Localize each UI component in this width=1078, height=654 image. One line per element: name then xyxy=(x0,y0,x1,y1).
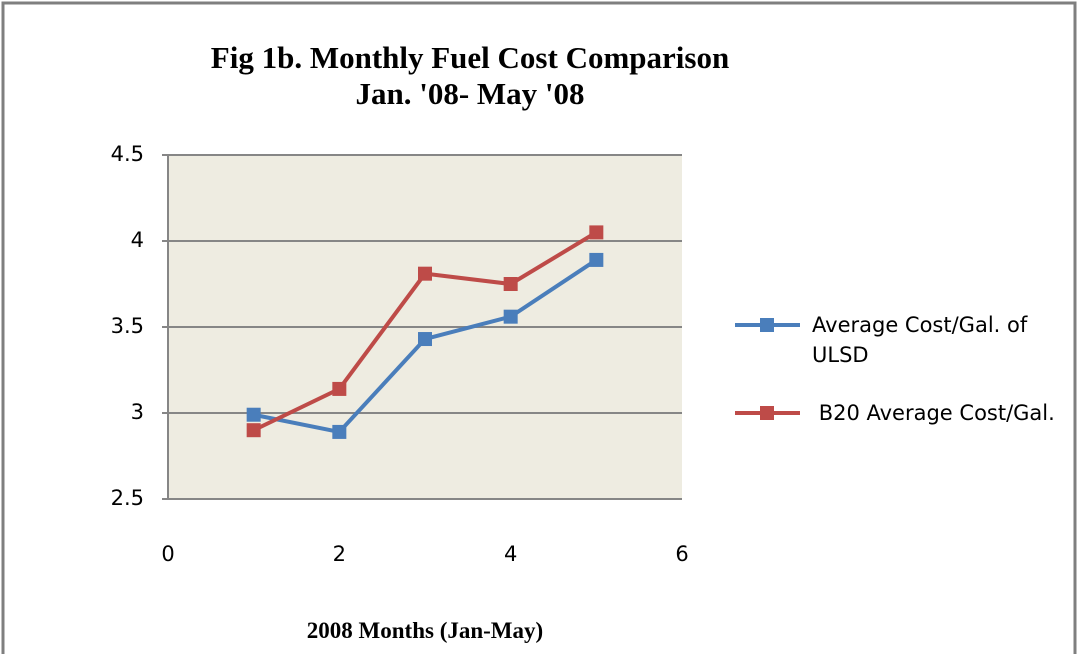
chart-title: Fig 1b. Monthly Fuel Cost Comparison Jan… xyxy=(210,40,730,111)
data-point xyxy=(503,309,518,324)
data-point xyxy=(332,381,347,396)
legend-marker xyxy=(760,406,774,420)
legend-marker xyxy=(760,318,774,332)
data-point xyxy=(332,424,347,439)
data-point xyxy=(246,407,261,422)
data-point xyxy=(418,332,432,347)
data-point xyxy=(503,277,518,291)
y-tick-label: 4 xyxy=(131,228,144,252)
x-axis-label: 2008 Months (Jan-May) xyxy=(306,618,544,643)
x-tick-label: 2 xyxy=(333,542,346,566)
x-tick-label: 0 xyxy=(161,542,174,566)
data-point xyxy=(589,252,604,267)
data-point xyxy=(418,266,432,281)
data-point xyxy=(589,225,604,240)
y-tick-label: 3 xyxy=(131,400,144,424)
legend-label: B20 Average Cost/Gal. xyxy=(812,401,1055,425)
x-tick-label: 6 xyxy=(675,542,688,566)
data-point xyxy=(246,423,261,438)
x-tick-label: 4 xyxy=(504,542,517,566)
legend-label: Average Cost/Gal. of ULSD xyxy=(812,313,1034,367)
y-tick-label: 3.5 xyxy=(111,314,144,338)
y-tick-label: 4.5 xyxy=(111,142,144,166)
y-tick-label: 2.5 xyxy=(111,486,144,510)
